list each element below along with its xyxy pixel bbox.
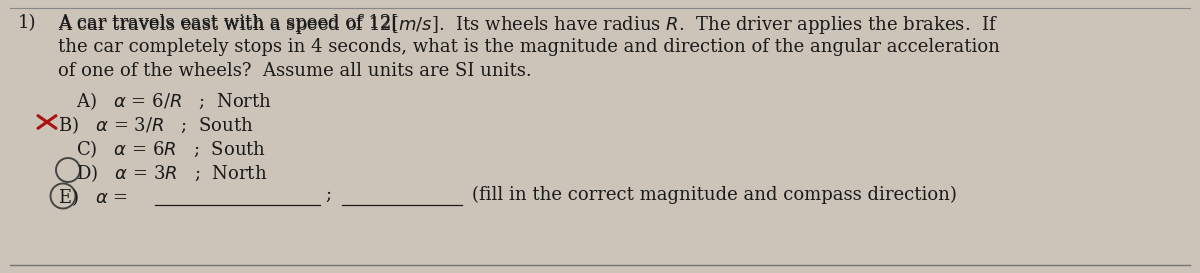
Text: (fill in the correct magnitude and compass direction): (fill in the correct magnitude and compa… bbox=[472, 186, 956, 204]
Text: A car travels east with a speed of 12[$m/s$].  Its wheels have radius $R$.  The : A car travels east with a speed of 12[$m… bbox=[58, 14, 998, 36]
Text: A)   $\alpha$ = 6/$R$   ;  North: A) $\alpha$ = 6/$R$ ; North bbox=[76, 90, 272, 112]
Text: C)   $\alpha$ = 6$R$   ;  South: C) $\alpha$ = 6$R$ ; South bbox=[76, 138, 266, 160]
Text: the car completely stops in 4 seconds, what is the magnitude and direction of th: the car completely stops in 4 seconds, w… bbox=[58, 38, 1000, 56]
Text: 1): 1) bbox=[18, 14, 36, 32]
Text: D)   $\alpha$ = 3$R$   ;  North: D) $\alpha$ = 3$R$ ; North bbox=[76, 162, 268, 184]
Text: B)   $\alpha$ = 3/$R$   ;  South: B) $\alpha$ = 3/$R$ ; South bbox=[58, 114, 253, 136]
Text: A car travels east with a speed of 12[: A car travels east with a speed of 12[ bbox=[58, 14, 398, 32]
Text: ;: ; bbox=[325, 186, 331, 204]
Text: E)   $\alpha$ =: E) $\alpha$ = bbox=[58, 186, 128, 208]
Text: of one of the wheels?  Assume all units are SI units.: of one of the wheels? Assume all units a… bbox=[58, 62, 532, 80]
